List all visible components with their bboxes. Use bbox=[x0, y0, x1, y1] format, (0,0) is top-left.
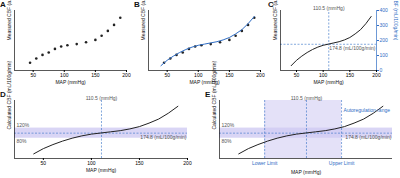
svg-text:50: 50 bbox=[41, 160, 47, 166]
svg-text:MAP (mmHg): MAP (mmHg) bbox=[55, 79, 86, 85]
html-text:C: C bbox=[268, 0, 274, 9]
svg-text:150: 150 bbox=[135, 160, 144, 166]
svg-text:100: 100 bbox=[194, 72, 203, 78]
svg-text:150: 150 bbox=[225, 72, 234, 78]
svg-text:200: 200 bbox=[256, 72, 265, 78]
svg-text:110.5 (mmHg): 110.5 (mmHg) bbox=[86, 95, 118, 101]
svg-text:50: 50 bbox=[164, 72, 170, 78]
svg-text:150: 150 bbox=[346, 72, 355, 78]
svg-text:Measured CBF (a.u.): Measured CBF (a.u.) bbox=[6, 0, 12, 41]
html-text:A: A bbox=[0, 0, 6, 9]
svg-text:300: 300 bbox=[380, 22, 389, 28]
svg-text:200: 200 bbox=[380, 37, 389, 43]
svg-text:174.8 (mL/100g/min): 174.8 (mL/100g/min) bbox=[329, 45, 375, 51]
svg-text:200: 200 bbox=[183, 160, 192, 166]
svg-text:100: 100 bbox=[60, 72, 69, 78]
svg-text:100: 100 bbox=[319, 72, 328, 78]
svg-text:400: 400 bbox=[380, 7, 389, 13]
svg-text:120%: 120% bbox=[17, 122, 30, 128]
svg-text:MAP (mmHg): MAP (mmHg) bbox=[313, 79, 344, 85]
svg-text:Autoregulation range: Autoregulation range bbox=[344, 107, 391, 113]
svg-text:MAP (mmHg): MAP (mmHg) bbox=[189, 78, 220, 85]
html-text:E: E bbox=[205, 90, 211, 99]
svg-text:Calculated CBF (mL/100g/min): Calculated CBF (mL/100g/min) bbox=[393, 0, 399, 41]
svg-text:80%: 80% bbox=[17, 138, 28, 144]
svg-text:174.8 (mL/100g/min): 174.8 (mL/100g/min) bbox=[345, 134, 391, 140]
svg-text:MAP (mmHg): MAP (mmHg) bbox=[86, 167, 117, 173]
svg-text:120%: 120% bbox=[222, 122, 235, 128]
svg-text:80%: 80% bbox=[222, 138, 233, 144]
svg-text:Measured CBF (a.u.): Measured CBF (a.u.) bbox=[140, 0, 146, 41]
svg-text:110.5 (mmHg): 110.5 (mmHg) bbox=[313, 5, 345, 11]
svg-text:Calculated CBF (mL/100g/min): Calculated CBF (mL/100g/min) bbox=[6, 61, 12, 130]
svg-text:100: 100 bbox=[380, 52, 389, 58]
svg-text:0: 0 bbox=[380, 67, 383, 73]
svg-text:50: 50 bbox=[30, 72, 36, 78]
html-text:D: D bbox=[0, 90, 6, 99]
svg-text:200: 200 bbox=[122, 72, 131, 78]
svg-text:110.5 (mmHg): 110.5 (mmHg) bbox=[291, 95, 323, 101]
svg-text:200: 200 bbox=[372, 72, 381, 79]
svg-text:Upper Limit: Upper Limit bbox=[329, 160, 355, 166]
svg-text:MAP (mmHg): MAP (mmHg) bbox=[291, 169, 322, 175]
svg-text:100: 100 bbox=[87, 160, 96, 166]
svg-text:150: 150 bbox=[91, 72, 100, 78]
svg-text:50: 50 bbox=[294, 72, 300, 78]
html-text:B: B bbox=[134, 0, 140, 9]
svg-text:Lower Limit: Lower Limit bbox=[252, 160, 278, 166]
svg-text:Calculated CBF (mL/100g/min): Calculated CBF (mL/100g/min) bbox=[211, 61, 217, 130]
svg-text:174.8 (mL/100g/min): 174.8 (mL/100g/min) bbox=[140, 134, 186, 140]
